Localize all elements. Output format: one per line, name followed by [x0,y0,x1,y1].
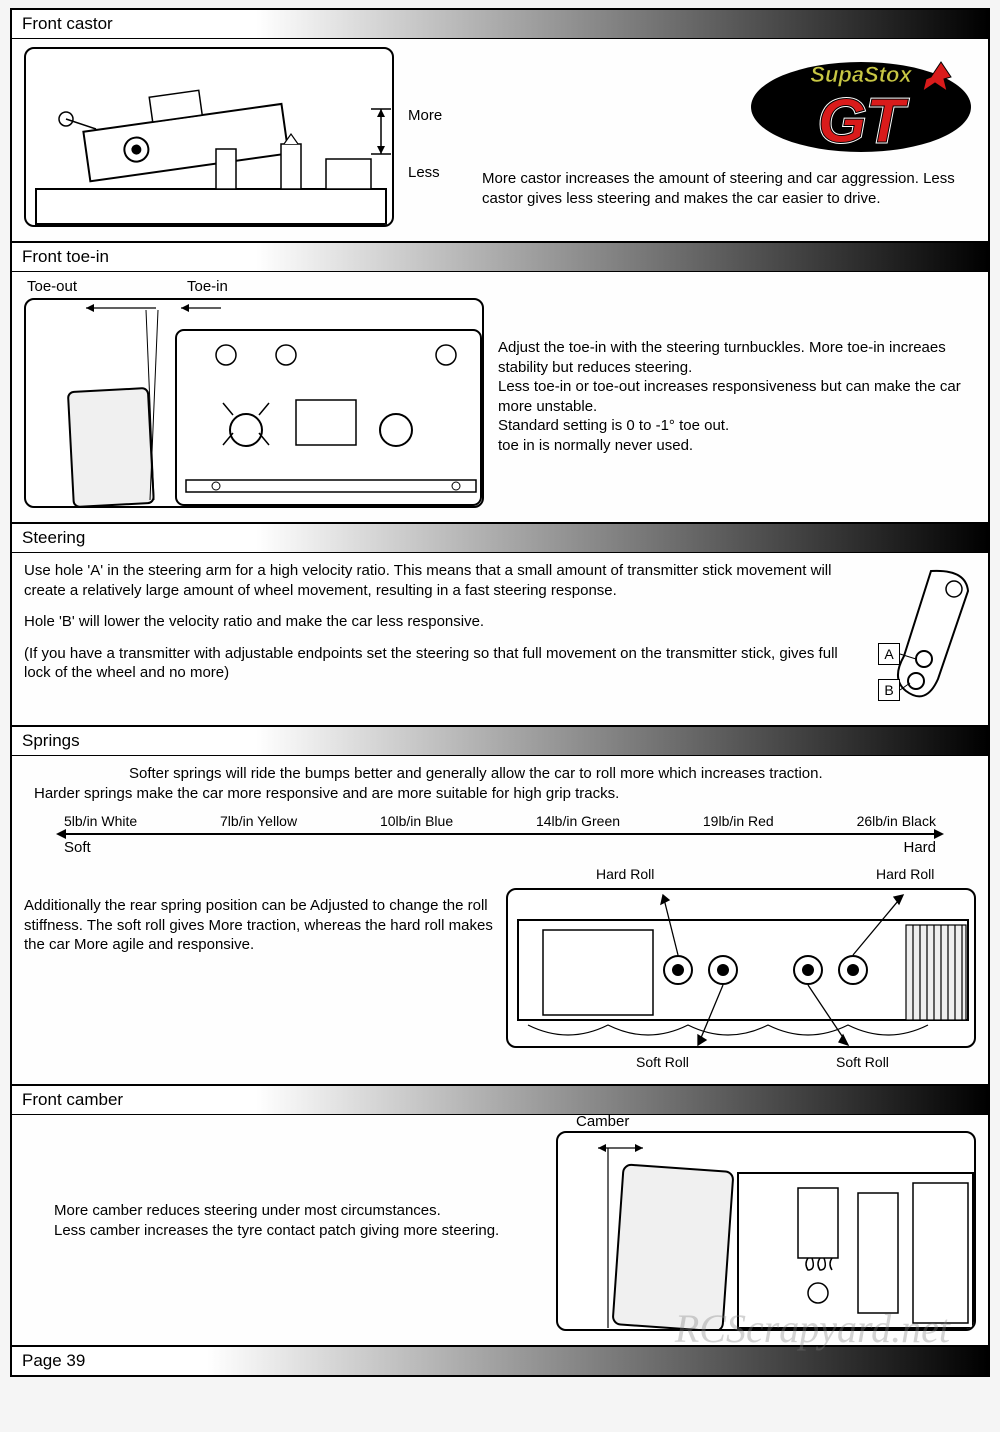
section-front-toe-in: Front toe-in Toe-out Toe-in [12,243,988,524]
section-title: Steering [12,524,988,553]
svg-text:GT: GT [818,87,909,156]
svg-text:SupaStox: SupaStox [810,62,912,87]
spring-rating: 26lb/in Black [857,813,936,829]
label-camber: Camber [576,1113,629,1130]
spring-rating: 7lb/in Yellow [220,813,297,829]
label-soft-roll: Soft Roll [836,1054,889,1070]
castor-diagram [24,47,394,227]
spring-rating: 14lb/in Green [536,813,620,829]
spring-hardness-scale: 5lb/in White 7lb/in Yellow 10lb/in Blue … [64,813,936,856]
manual-page: Front castor [10,8,990,1377]
section-title: Springs [12,727,988,756]
toein-description: Adjust the toe-in with the steering turn… [498,298,976,508]
supastox-gt-logo: SupaStox GT GT [746,47,976,157]
castor-dimension-labels: More Less [408,47,468,221]
springs-roll-diagram [506,888,976,1048]
castor-description: More castor increases the amount of stee… [482,169,976,208]
label-toe-out: Toe-out [27,278,77,295]
steering-arm-diagram: A B [876,561,976,711]
spring-rating: 19lb/in Red [703,813,774,829]
section-title: Front castor [12,10,988,39]
spring-rating: 5lb/in White [64,813,137,829]
label-less: Less [408,164,468,181]
springs-intro: Softer springs will ride the bumps bette… [24,764,976,803]
label-soft-roll: Soft Roll [636,1054,689,1070]
spring-rating: 10lb/in Blue [380,813,453,829]
toein-diagram [24,298,484,508]
section-title: Front toe-in [12,243,988,272]
section-springs: Springs Softer springs will ride the bum… [12,727,988,1086]
label-toe-in: Toe-in [187,278,228,295]
label-more: More [408,107,468,124]
section-front-castor: Front castor [12,10,988,243]
camber-diagram [556,1131,976,1331]
label-hard-roll: Hard Roll [596,866,654,882]
label-soft: Soft [64,839,91,856]
section-title: Front camber [12,1086,988,1115]
label-hard-roll: Hard Roll [876,866,934,882]
steering-description: Use hole 'A' in the steering arm for a h… [24,561,866,711]
springs-roll-description: Additionally the rear spring position ca… [24,866,496,1070]
camber-description: More camber reduces steering under most … [24,1131,542,1331]
label-hard: Hard [903,839,936,856]
section-steering: Steering Use hole 'A' in the steering ar… [12,524,988,727]
page-number: Page 39 [12,1347,988,1375]
section-front-camber: Front camber More camber reduces steerin… [12,1086,988,1347]
